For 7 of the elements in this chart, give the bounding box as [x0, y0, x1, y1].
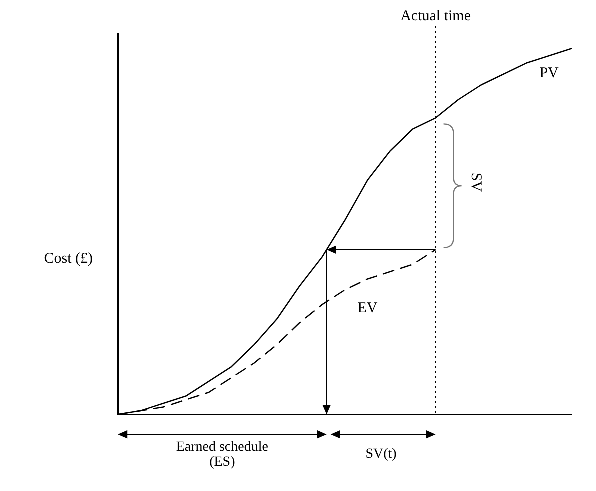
text: Earned schedule (ES)	[175, 440, 270, 470]
annotation: SV	[466, 172, 484, 192]
text: SV(t)	[364, 446, 398, 462]
series-label: PV	[540, 65, 560, 82]
series-label: EV	[358, 300, 378, 317]
y-axis-title: Cost (£)	[44, 251, 94, 268]
text: Actual time	[400, 8, 472, 24]
